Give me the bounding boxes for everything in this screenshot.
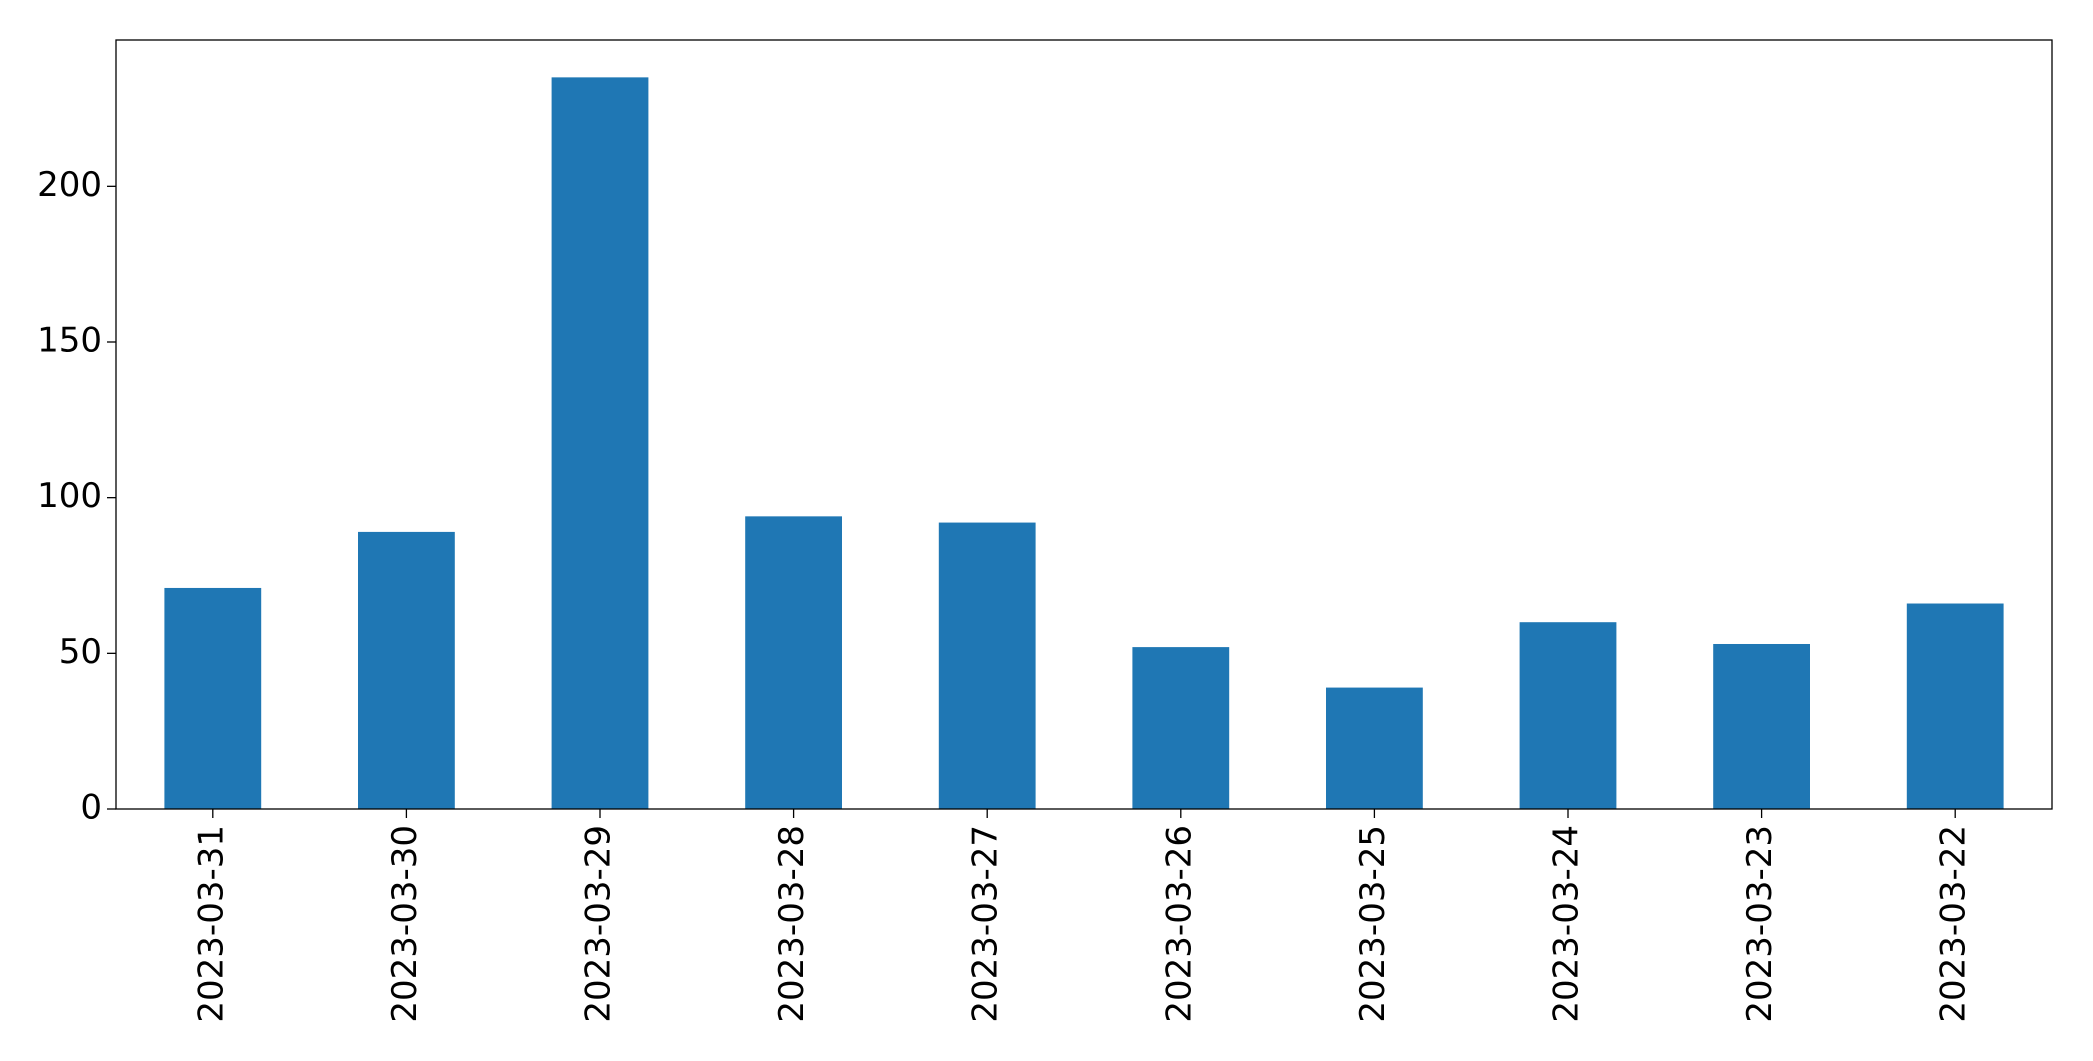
- plot-frame: [115, 39, 2053, 810]
- x-tick-label: 2023-03-23: [1740, 825, 1780, 1023]
- bar: [745, 516, 842, 809]
- x-tick-label: 2023-03-24: [1547, 825, 1587, 1023]
- x-tick-label: 2023-03-31: [191, 825, 231, 1023]
- bar: [164, 587, 262, 809]
- y-tick-label: 200: [37, 165, 102, 205]
- y-tick-label: 0: [80, 788, 102, 828]
- bar: [1713, 643, 1810, 809]
- x-tick-label: 2023-03-28: [772, 825, 812, 1023]
- bar: [1326, 687, 1423, 809]
- bar: [938, 522, 1036, 809]
- x-tick-label: 2023-03-26: [1159, 825, 1199, 1023]
- x-tick-label: 2023-03-27: [966, 825, 1006, 1023]
- bar: [551, 77, 649, 809]
- bar: [1906, 603, 2004, 809]
- x-tick-label: 2023-03-30: [385, 825, 425, 1023]
- y-tick-label: 150: [37, 320, 102, 360]
- y-tick-label: 100: [37, 476, 102, 516]
- y-tick-label: 50: [59, 632, 102, 672]
- x-tick-label: 2023-03-25: [1353, 825, 1393, 1023]
- x-tick-label: 2023-03-29: [579, 825, 619, 1023]
- x-tick-label: 2023-03-22: [1934, 825, 1974, 1023]
- bar: [1519, 622, 1617, 809]
- bar: [1132, 647, 1230, 809]
- bar: [358, 531, 455, 809]
